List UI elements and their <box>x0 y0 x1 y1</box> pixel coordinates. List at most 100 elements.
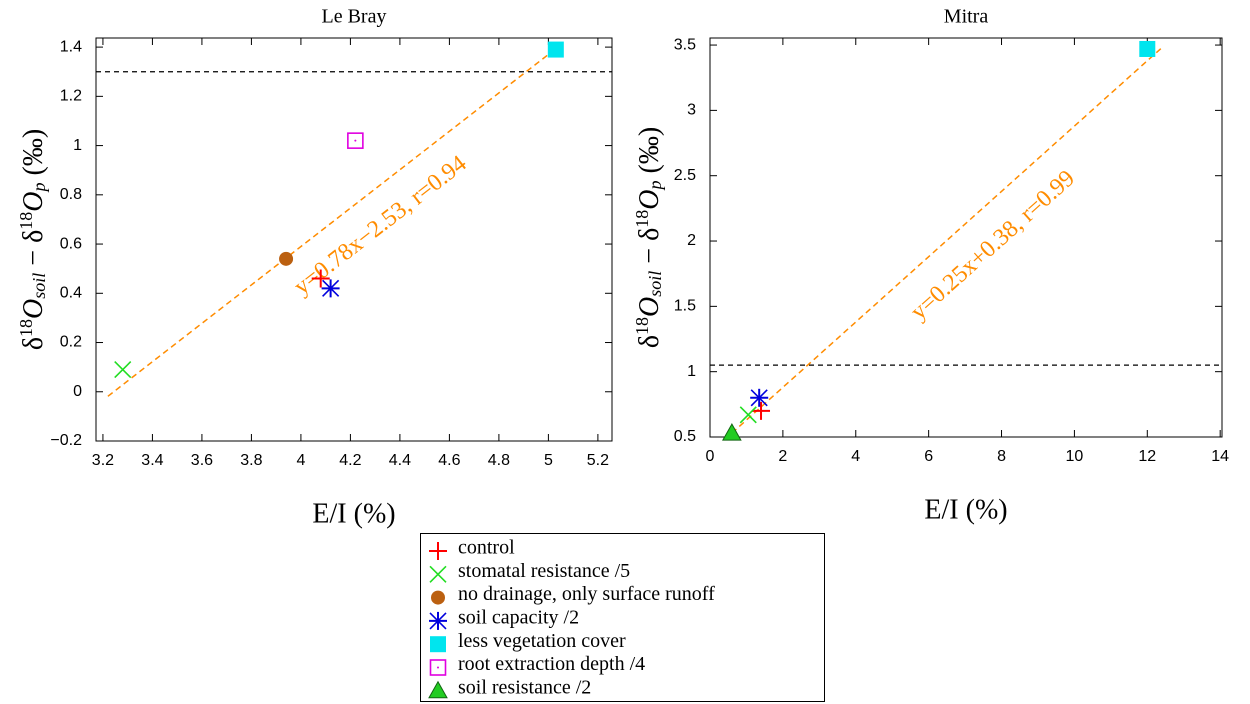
legend-box <box>420 533 825 702</box>
y-tick-label: 1.4 <box>60 38 82 55</box>
y-tick-label: 0.8 <box>60 186 82 203</box>
panel-title: Le Bray <box>322 6 387 28</box>
data-point <box>279 251 294 266</box>
marker-shape <box>437 666 439 669</box>
x-axis-label: E/I (%) <box>924 494 1007 525</box>
data-point <box>739 406 757 424</box>
marker-shape <box>431 590 445 605</box>
x-tick-label: 0 <box>706 448 715 465</box>
y-tick-label: 2 <box>687 232 696 249</box>
legend-entry: no drainage, only surface runoff <box>431 583 715 605</box>
legend-label: control <box>458 537 515 559</box>
x-tick-label: 3.2 <box>92 452 114 469</box>
x-tick-label: 14 <box>1211 448 1229 465</box>
y-axis-label-part: O <box>18 191 49 211</box>
fit-line <box>731 47 1163 434</box>
y-axis-label-part: soil <box>645 271 665 297</box>
y-tick-label: 0.5 <box>674 428 696 445</box>
x-tick-label: 5.2 <box>587 452 609 469</box>
x-tick-label: 4 <box>296 452 305 469</box>
panel: Le Bray 3.2 3.4 3.6 3.8 4 4.2 4.4 4.6 4.8 5 5.2 −0.2… <box>16 6 613 529</box>
x-tick-label: 4.2 <box>339 452 361 469</box>
data-point <box>321 279 340 298</box>
x-tick-label: 2 <box>778 448 787 465</box>
y-axis-label-part: O <box>18 299 49 319</box>
y-axis-label-part: 18 <box>16 319 36 337</box>
y-tick-label: 1.2 <box>60 88 82 105</box>
y-axis-label-part: δ <box>634 335 665 348</box>
legend-label: soil capacity /2 <box>458 606 579 628</box>
y-tick-label: 0.6 <box>60 235 82 252</box>
legend-label: root extraction depth /4 <box>458 653 645 675</box>
data-point <box>311 269 330 288</box>
x-tick-label: 4.4 <box>389 452 411 469</box>
legend-label: less vegetation cover <box>458 630 626 652</box>
y-axis-label-part: δ <box>18 337 49 350</box>
y-tick-label: 0.2 <box>60 334 82 351</box>
y-axis-label: δ18Osoil − δ18Op (‰) <box>16 129 49 350</box>
marker-shape <box>1139 40 1156 57</box>
data-point <box>1139 40 1156 57</box>
x-tick-label: 4.8 <box>488 452 510 469</box>
marker-stroke <box>322 279 340 297</box>
y-axis-label-part: − δ <box>634 228 665 271</box>
legend-entry: control <box>429 537 515 560</box>
x-tick-label: 5 <box>544 452 553 469</box>
y-axis-label-part: 18 <box>632 317 652 335</box>
marker-stroke <box>429 612 447 630</box>
y-tick-label: −0.2 <box>50 432 82 449</box>
y-axis-label-part: soil <box>29 273 49 299</box>
marker-shape <box>430 636 446 653</box>
x-tick-label: 3.4 <box>141 452 163 469</box>
data-point <box>750 388 769 407</box>
x-tick-label: 3.6 <box>191 452 213 469</box>
marker-shape <box>428 680 448 699</box>
x-tick-label: 4 <box>851 448 860 465</box>
x-tick-label: 4.6 <box>438 452 460 469</box>
legend-entry: less vegetation cover <box>430 630 626 653</box>
y-tick-label: 3.5 <box>674 36 696 53</box>
plot-frame <box>95 37 613 442</box>
fit-label: y=0.25x+0.38, r=0.99 <box>906 165 1080 325</box>
y-axis-label-part: O <box>634 297 665 317</box>
legend-entry: soil resistance /2 <box>428 676 591 699</box>
y-axis-label-part: p <box>645 180 665 191</box>
x-tick-label: 6 <box>924 448 933 465</box>
panel-title: Mitra <box>944 6 989 28</box>
y-tick-label: 1 <box>687 363 696 380</box>
marker-stroke <box>429 565 447 583</box>
marker-stroke <box>750 389 768 407</box>
marker-shape <box>547 41 564 58</box>
marker-shape <box>347 132 364 149</box>
y-tick-label: 0 <box>73 383 82 400</box>
y-axis-label-part: p <box>29 182 49 193</box>
y-axis-label-part: (‰) <box>634 127 665 181</box>
marker-stroke <box>114 361 132 379</box>
y-axis-label-part: O <box>634 189 665 209</box>
y-tick-label: 1.5 <box>674 298 696 315</box>
x-tick-label: 12 <box>1138 448 1156 465</box>
y-axis-label-part: (‰) <box>18 129 49 183</box>
x-tick-label: 8 <box>997 448 1006 465</box>
y-tick-label: 1 <box>73 137 82 154</box>
fit-line <box>107 44 562 397</box>
x-tick-label: 10 <box>1066 448 1084 465</box>
legend-entry: soil capacity /2 <box>429 606 579 630</box>
marker-shape <box>354 139 357 142</box>
y-tick-label: 2.5 <box>674 167 696 184</box>
marker-shape <box>429 659 447 676</box>
marker-shape <box>722 423 742 441</box>
legend-entry: root extraction depth /4 <box>429 653 645 676</box>
data-point <box>347 132 364 149</box>
y-axis-label-part: 18 <box>16 212 36 230</box>
data-point <box>722 423 742 441</box>
y-axis-label: δ18Osoil − δ18Op (‰) <box>632 127 665 348</box>
data-point <box>114 361 132 379</box>
legend-label: stomatal resistance /5 <box>458 560 630 582</box>
legend-label: no drainage, only surface runoff <box>458 583 715 605</box>
legend-entry: stomatal resistance /5 <box>429 560 630 583</box>
data-point <box>547 41 564 58</box>
marker-stroke <box>739 406 757 424</box>
x-axis-label: E/I (%) <box>312 498 395 529</box>
